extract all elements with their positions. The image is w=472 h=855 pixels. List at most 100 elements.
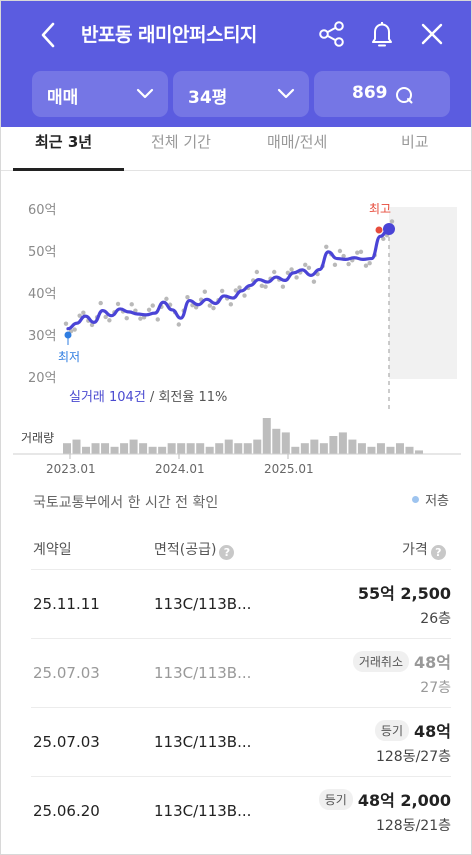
close-button[interactable]	[415, 17, 449, 51]
volume-bar	[148, 446, 157, 454]
transaction-dot	[324, 244, 329, 249]
transaction-dot	[289, 267, 294, 272]
volume-bar	[91, 443, 100, 454]
qna-button[interactable]: 869	[314, 71, 450, 117]
chat-bubble-icon	[396, 87, 413, 104]
volume-bar	[224, 439, 233, 454]
share-button[interactable]	[315, 17, 349, 51]
transaction-dot	[228, 302, 234, 307]
period-tabs: 최근 3년 전체 기간 매매/전세 비교	[1, 127, 471, 171]
tab-all-period[interactable]: 전체 기간	[151, 133, 211, 151]
help-icon[interactable]: ?	[219, 545, 235, 560]
header-price-label: 가격	[402, 542, 428, 558]
table-row[interactable]: 25.07.03 113C/113B... 등기 48억 128동/27층	[31, 707, 451, 776]
filter-row: 매매 34평 869	[1, 71, 471, 119]
row-floor: 128동/21층	[375, 818, 451, 834]
transaction-dot	[280, 284, 286, 289]
transaction-dot	[155, 317, 160, 322]
row-date: 25.11.11	[33, 595, 100, 613]
volume-bar	[253, 439, 262, 454]
transaction-dot	[341, 253, 346, 259]
transaction-dot	[115, 301, 121, 307]
y-tick-label: 60억	[28, 203, 57, 218]
row-price: 등기 48억	[374, 718, 451, 742]
table-row[interactable]: 25.06.20 113C/113B... 등기 48억 2,000 128동/2…	[31, 776, 451, 845]
transaction-count-link[interactable]: 실거래 104건	[69, 390, 146, 405]
help-icon[interactable]: ?	[430, 545, 446, 560]
turnover-rate: / 회전율 11%	[145, 390, 228, 405]
bell-icon	[372, 22, 392, 47]
x-tick-label: 2023.01	[46, 462, 96, 476]
legend-dot	[412, 496, 420, 503]
transaction-dot	[133, 308, 138, 313]
transaction-dot	[77, 313, 82, 318]
volume-bar	[329, 436, 338, 454]
transaction-dot	[337, 248, 343, 254]
volume-bar	[415, 450, 423, 454]
row-price-value: 55억 2,500	[357, 584, 451, 603]
table-row[interactable]: 25.07.03 113C/113B... 거래취소 48억 27층	[31, 638, 451, 707]
size-select[interactable]: 34평	[173, 71, 309, 117]
volume-bar	[376, 443, 385, 454]
max-marker	[375, 226, 383, 234]
back-button[interactable]	[33, 17, 65, 53]
transaction-dot	[233, 288, 239, 293]
volume-bar	[110, 446, 119, 454]
volume-bar	[101, 443, 110, 454]
volume-bar	[129, 439, 138, 454]
volume-bar	[281, 432, 290, 454]
transaction-dot	[237, 285, 242, 290]
volume-bar	[186, 443, 195, 454]
share-icon	[319, 21, 344, 47]
volume-bar	[300, 443, 309, 454]
transaction-dot	[389, 219, 395, 224]
x-tick-label: 2024.01	[155, 462, 205, 476]
volume-bar	[158, 446, 167, 454]
tab-compare[interactable]: 비교	[401, 133, 429, 151]
volume-bar	[319, 443, 328, 454]
row-area: 113C/113B...	[154, 664, 252, 682]
y-tick-label: 20억	[28, 371, 57, 386]
transaction-dot	[358, 249, 364, 255]
header: 반포동 래미안퍼스티지	[1, 1, 471, 127]
transaction-dot	[98, 300, 103, 306]
chevron-down-icon	[277, 88, 295, 99]
chevron-left-icon	[41, 22, 55, 48]
volume-bar	[167, 443, 176, 454]
row-floor: 27층	[420, 680, 451, 696]
volume-bar	[338, 432, 347, 454]
transaction-dot	[103, 314, 108, 320]
transaction-dot	[285, 270, 291, 276]
transaction-dot	[176, 322, 181, 327]
table-row[interactable]: 25.11.11 113C/113B... 55억 2,500 26층	[31, 569, 451, 638]
row-price-value: 48억	[414, 722, 451, 741]
transaction-dot	[202, 289, 208, 294]
tab-recent-3y[interactable]: 최근 3년	[35, 133, 93, 151]
page-title: 반포동 래미안퍼스티지	[81, 24, 257, 46]
transaction-dot	[263, 284, 268, 289]
transaction-dot	[107, 318, 112, 323]
price-line	[66, 227, 391, 331]
transaction-dot	[242, 293, 247, 298]
top-bar: 반포동 래미안퍼스티지	[1, 1, 471, 67]
transaction-stats: 실거래 104건 / 회전율 11%	[69, 386, 227, 405]
volume-bar	[177, 443, 186, 454]
transaction-dot	[303, 262, 308, 268]
row-area: 113C/113B...	[154, 595, 252, 613]
latest-marker	[383, 222, 395, 235]
size-value: 34평	[188, 88, 228, 108]
notification-button[interactable]	[365, 17, 399, 51]
transaction-dot	[150, 303, 155, 308]
transaction-dot	[146, 307, 152, 312]
transaction-dot	[381, 236, 386, 242]
chevron-down-icon	[136, 88, 154, 99]
transaction-dot	[129, 302, 134, 307]
row-price-value: 48억 2,000	[357, 791, 451, 810]
min-marker	[64, 331, 72, 339]
volume-bar	[205, 446, 214, 454]
row-date: 25.06.20	[33, 802, 100, 820]
volume-bar	[357, 443, 366, 454]
deal-type-select[interactable]: 매매	[32, 71, 168, 117]
tab-sale-lease[interactable]: 매매/전세	[267, 133, 328, 151]
